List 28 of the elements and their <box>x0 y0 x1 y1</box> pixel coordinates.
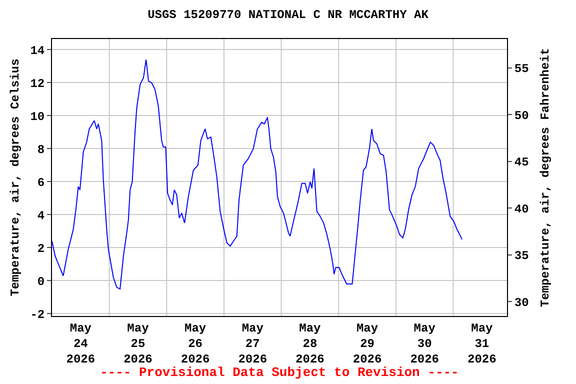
y-tick-label: -2 <box>30 308 45 322</box>
y2-tick-label: 50 <box>514 108 529 123</box>
x-tick-label: May 26 2026 <box>180 321 210 367</box>
text: ---- Provisional Data Subject to Revision ---- <box>100 365 459 380</box>
y2-tick-label: 35 <box>514 249 529 264</box>
y-tick-label: 4 <box>37 208 45 223</box>
x-tick-label: May 25 2026 <box>124 321 152 367</box>
y-axis-title: Temperature, air, degrees Celsius <box>8 58 22 296</box>
x-tick-label: May 27 2026 <box>238 321 268 367</box>
x-tick-label: May 29 2026 <box>352 321 382 367</box>
y-tick-label: 8 <box>37 142 45 157</box>
y-tick-label: 2 <box>37 242 45 256</box>
x-tick-label: May 31 2026 <box>468 321 496 367</box>
y-tick-label: 12 <box>30 76 45 91</box>
chart-title: USGS 15209770 NATIONAL C NR MCCARTHY AK <box>148 8 430 22</box>
x-tick-label: May 28 2026 <box>296 321 324 367</box>
y2-tick-label: 30 <box>514 296 529 310</box>
x-tick-label: May 24 2026 <box>66 321 96 367</box>
y-tick-label: 14 <box>30 44 45 58</box>
x-tick-label: May 30 2026 <box>410 321 440 367</box>
y2-tick-label: 55 <box>514 62 529 76</box>
line-series <box>52 59 463 290</box>
y2-tick-label: 45 <box>514 156 529 170</box>
y-tick-label: 0 <box>37 274 45 289</box>
y2-axis-title: Temperature, air, degrees Fahrenheit <box>538 48 553 308</box>
y-tick-label: 6 <box>37 176 45 190</box>
y-tick-label: 10 <box>30 110 45 124</box>
y2-tick-label: 40 <box>514 202 529 216</box>
